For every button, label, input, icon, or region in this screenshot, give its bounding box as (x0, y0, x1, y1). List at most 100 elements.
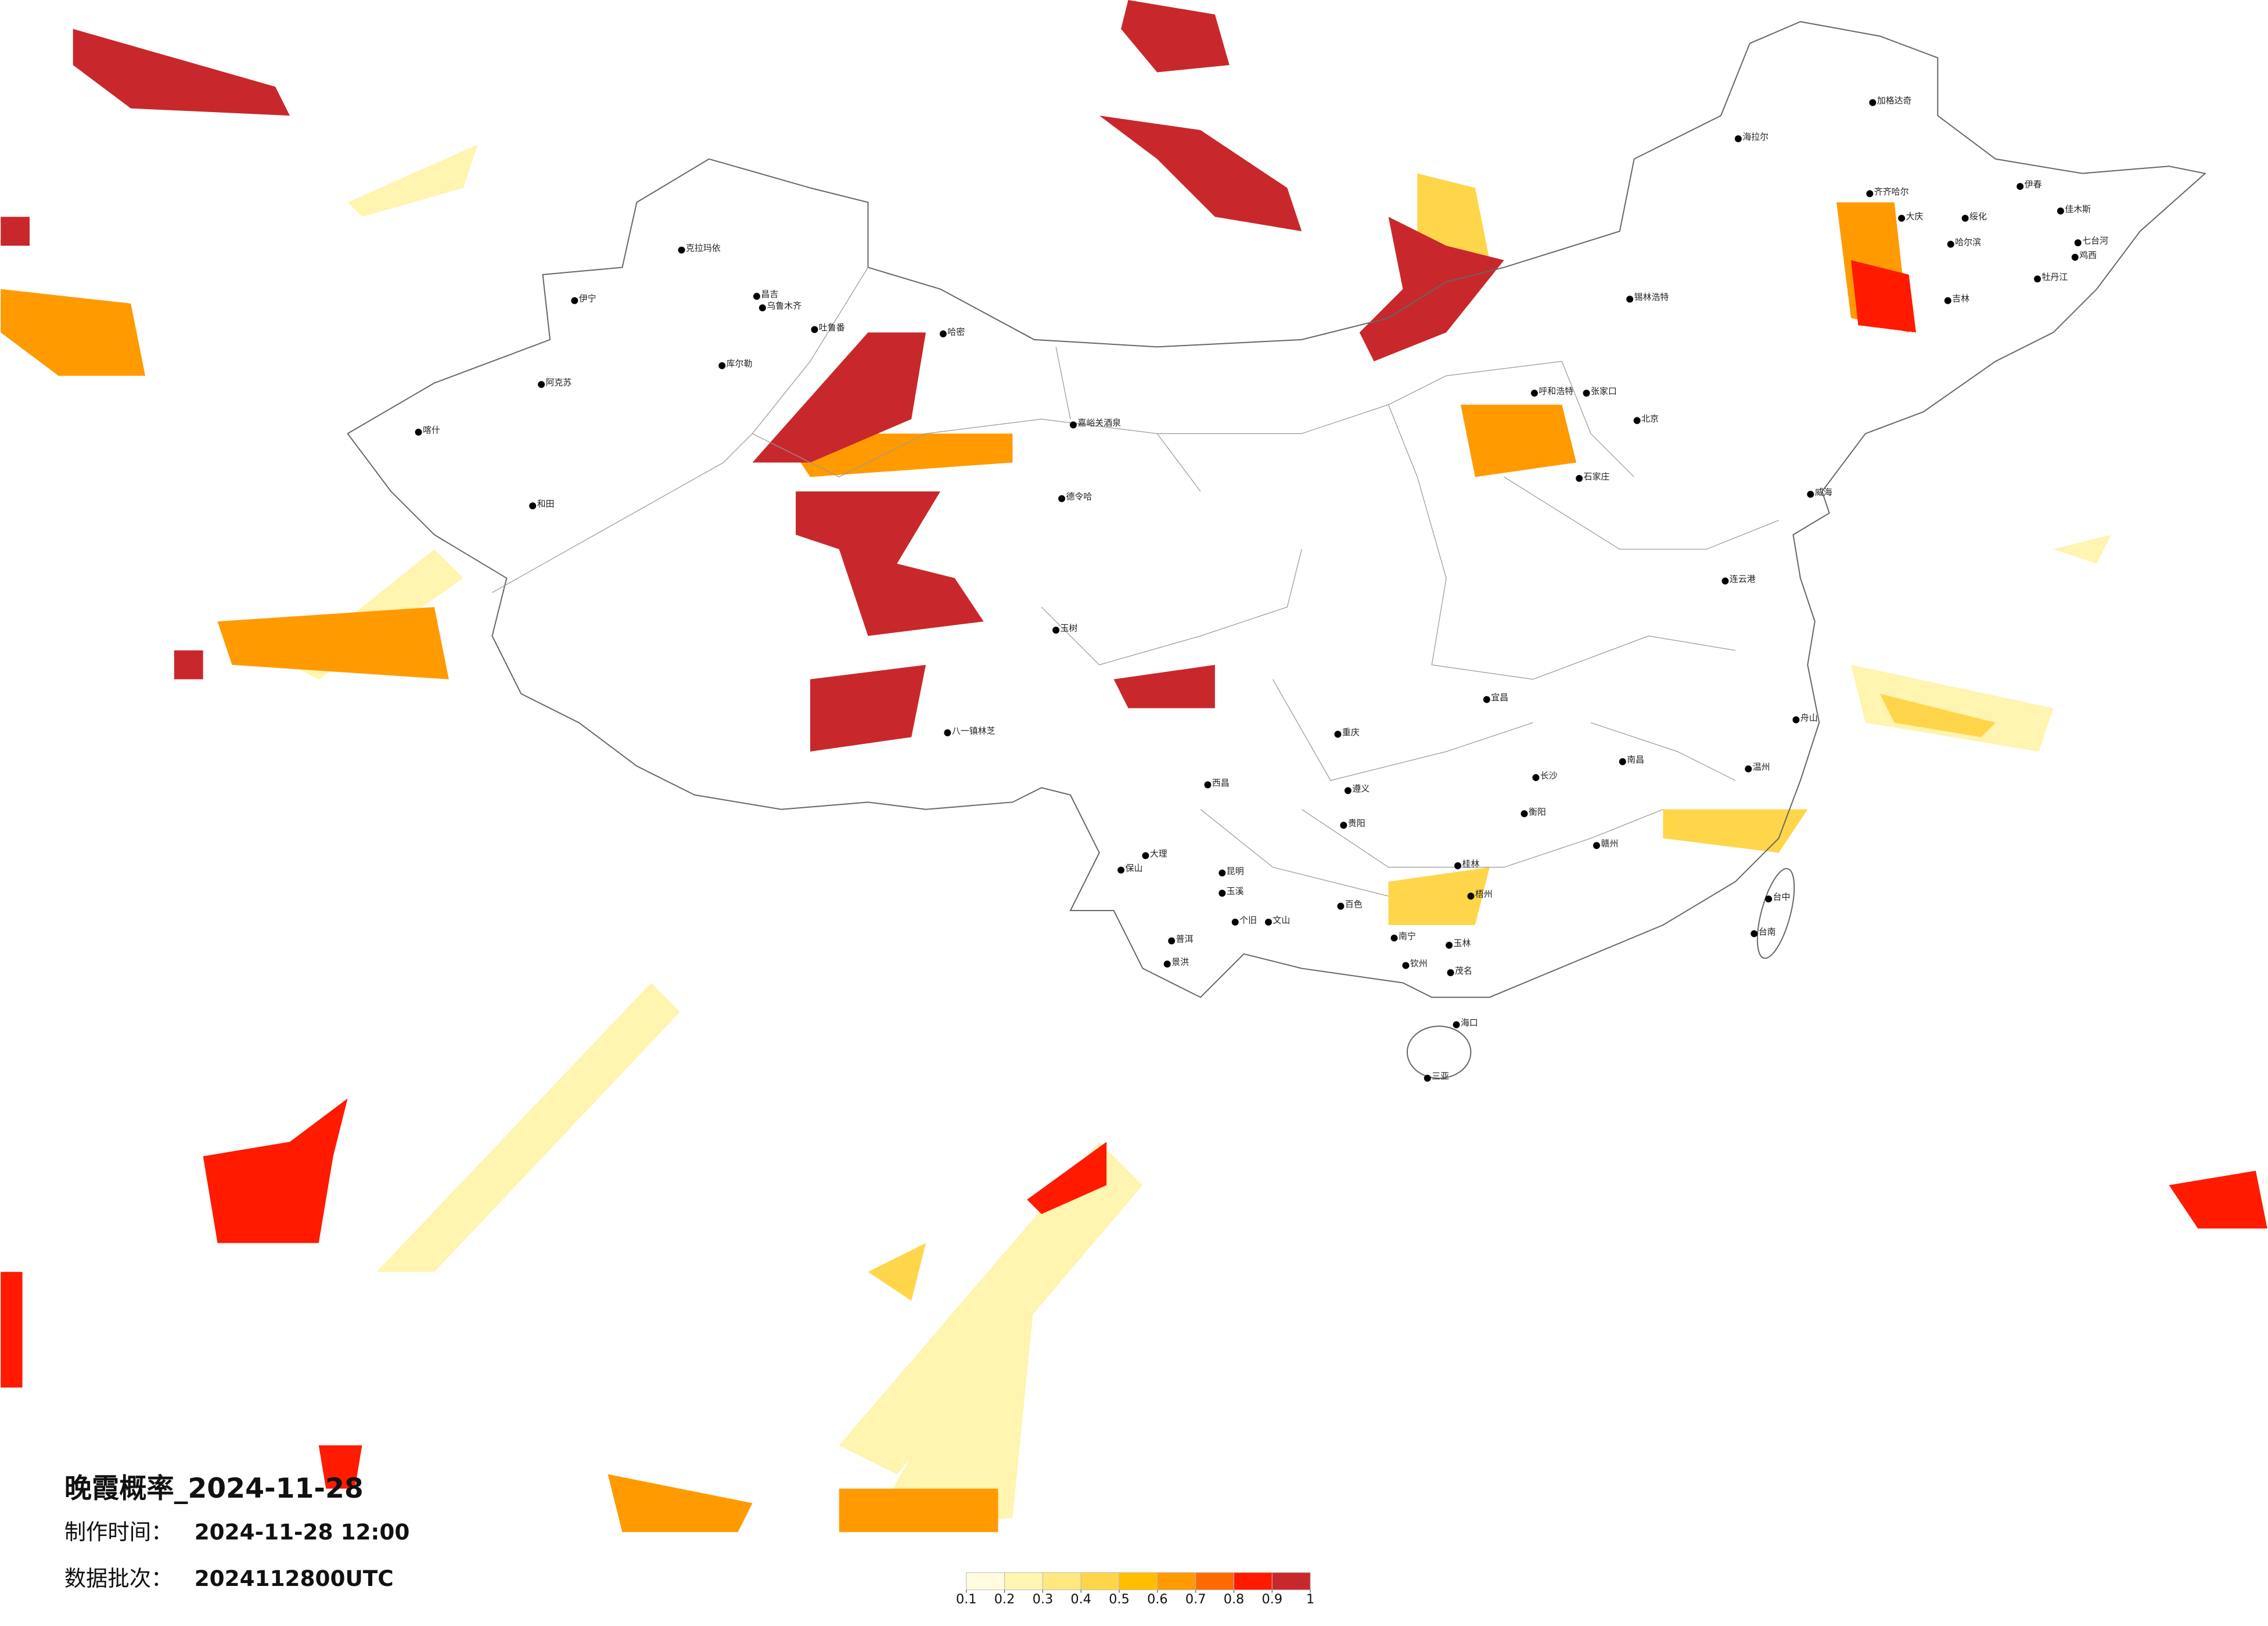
colorbar-swatch (1119, 1572, 1158, 1591)
city-dot (1583, 390, 1590, 397)
city-label: 大庆 (1906, 211, 1924, 221)
city-label: 梧州 (1475, 889, 1493, 900)
colorbar-tick-label: 0.1 (956, 1592, 977, 1607)
heat-layer (1, 0, 2267, 1533)
colorbar-swatch (1042, 1572, 1081, 1591)
colorbar-swatch (1271, 1572, 1311, 1591)
colorbar-swatch (1004, 1572, 1043, 1591)
city-label: 佳木斯 (2065, 204, 2091, 214)
made-time-value: 2024-11-28 12:00 (195, 1519, 410, 1545)
city-label: 重庆 (1342, 727, 1360, 738)
city-dot (759, 304, 766, 312)
info-block: 晚霞概率_2024-11-28 制作时间： 2024-11-28 12:00 数… (64, 1473, 410, 1591)
city-dot (1765, 895, 1773, 903)
city-dot (2074, 239, 2082, 247)
city-dot (1626, 296, 1634, 303)
city-label: 三亚 (1432, 1071, 1449, 1081)
data-batch-label: 数据批次： (64, 1566, 173, 1591)
colorbar-swatch (1234, 1572, 1273, 1591)
city-dot (1402, 962, 1410, 969)
city-dot (2071, 254, 2079, 261)
city-label: 南宁 (1399, 931, 1416, 941)
city-dot (1454, 862, 1461, 869)
city-label: 钦州 (1410, 958, 1428, 969)
city-label: 温州 (1753, 762, 1770, 772)
city-label: 遵义 (1352, 783, 1370, 794)
city-label: 哈尔滨 (1955, 237, 1981, 247)
city-label: 玉树 (1061, 623, 1078, 634)
city-label: 齐齐哈尔 (1874, 186, 1909, 197)
city-label: 昌吉 (761, 289, 778, 300)
city-dot (2057, 207, 2064, 215)
city-dot (1142, 852, 1149, 859)
city-label: 吉林 (1952, 293, 1969, 304)
city-label: 石家庄 (1584, 471, 1610, 481)
city-dot (571, 297, 578, 304)
city-label: 西昌 (1212, 778, 1230, 788)
city-dot (2017, 183, 2024, 190)
city-dot (753, 293, 760, 300)
city-label: 玉林 (1454, 938, 1471, 948)
city-dot (1424, 1074, 1431, 1082)
city-label: 和田 (537, 499, 555, 509)
city-dot (1337, 902, 1345, 910)
city-label: 乌鲁木齐 (767, 301, 801, 311)
colorbar-swatch (1157, 1572, 1196, 1591)
city-label: 海口 (1461, 1017, 1478, 1028)
city-dot (1898, 214, 1906, 222)
heat-area (1, 260, 2267, 1489)
city-dot (2034, 275, 2041, 283)
city-label: 克拉玛依 (686, 243, 721, 253)
city-label: 景洪 (1171, 957, 1189, 967)
city-dot (1866, 190, 1874, 197)
city-dot (811, 326, 818, 333)
city-dot (1264, 918, 1272, 926)
city-label: 伊春 (2025, 179, 2042, 190)
city-label: 锡林浩特 (1634, 292, 1669, 303)
city-label: 威海 (1815, 487, 1832, 498)
city-label: 喀什 (423, 425, 440, 436)
colorbar-tick-label: 0.2 (994, 1592, 1015, 1607)
city-dot (1619, 758, 1626, 765)
city-dot (1163, 961, 1171, 968)
city-label: 台南 (1759, 926, 1776, 937)
city-dot (1340, 822, 1347, 829)
city-label: 张家口 (1591, 386, 1617, 396)
city-dot (1219, 869, 1226, 877)
city-dot (1231, 918, 1239, 926)
city-label: 南昌 (1627, 754, 1644, 765)
city-dot (939, 330, 947, 337)
city-dot (1204, 781, 1212, 789)
city-dot (1633, 417, 1641, 425)
colorbar-tick-label: 0.8 (1224, 1592, 1245, 1607)
country-outline (347, 21, 2206, 998)
city-label: 德令哈 (1066, 491, 1092, 502)
city-label: 茂名 (1455, 966, 1472, 976)
city-dot (1751, 930, 1758, 937)
colorbar: 0.1 0.2 0.3 0.4 0.5 0.6 0.7 0.8 0.9 1 (956, 1572, 1314, 1607)
made-time-label: 制作时间： (64, 1519, 173, 1545)
city-label: 库尔勒 (727, 358, 753, 369)
city-dot (1593, 842, 1600, 849)
city-dot (1117, 866, 1125, 874)
city-label: 嘉峪关酒泉 (1077, 418, 1121, 428)
city-dot (1483, 696, 1490, 703)
city-dot (1869, 99, 1877, 106)
city-label: 呼和浩特 (1539, 386, 1573, 396)
city-dot (718, 362, 726, 369)
hainan-outline (1406, 1026, 1472, 1079)
city-label: 衡阳 (1529, 807, 1546, 817)
colorbar-swatch (1080, 1572, 1120, 1591)
heat-area (1, 0, 1504, 752)
city-dot (678, 246, 685, 254)
city-label: 桂林 (1462, 858, 1479, 869)
colorbar-tick-label: 0.3 (1033, 1592, 1054, 1607)
city-dot (1453, 1021, 1460, 1028)
city-label: 海拉尔 (1742, 131, 1769, 142)
map-title: 晚霞概率_2024-11-28 (64, 1473, 364, 1505)
city-dot (1447, 969, 1454, 976)
city-dot (1532, 774, 1540, 781)
city-label: 加格达奇 (1877, 95, 1912, 106)
city-dot (1334, 731, 1342, 738)
city-label: 赣州 (1601, 839, 1618, 849)
